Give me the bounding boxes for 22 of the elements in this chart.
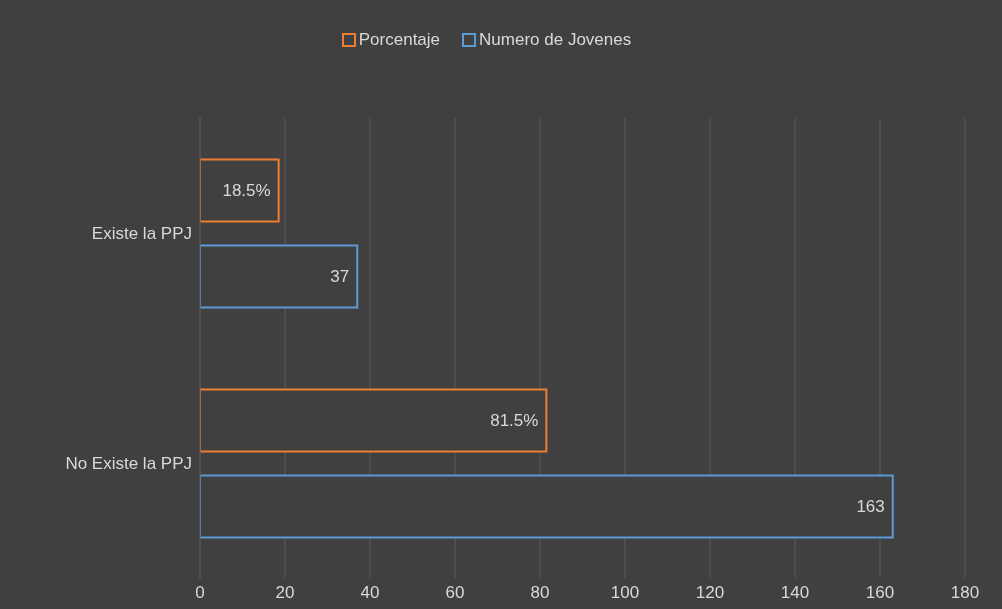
x-tick-label: 180	[950, 583, 980, 603]
bar	[200, 158, 280, 223]
data-label: 37	[330, 267, 350, 287]
bar	[200, 244, 359, 309]
data-label: 163	[856, 497, 885, 517]
x-tick-label: 0	[195, 583, 205, 603]
x-tick-label: 140	[780, 583, 810, 603]
x-tick-label: 60	[445, 583, 465, 603]
x-tick-label: 80	[530, 583, 550, 603]
data-label: 18.5%	[222, 181, 271, 201]
bar	[200, 388, 548, 453]
legend-label: Numero de Jovenes	[478, 30, 632, 50]
x-tick-label: 120	[695, 583, 725, 603]
bar	[200, 474, 894, 539]
x-tick-label: 40	[360, 583, 380, 603]
legend-label: Porcentaje	[357, 30, 441, 50]
x-tick-label: 100	[610, 583, 640, 603]
y-tick-label: No Existe la PPJ	[65, 454, 192, 474]
data-label: 81.5%	[490, 411, 539, 431]
x-tick-label: 20	[275, 583, 295, 603]
y-tick-label: Existe la PPJ	[91, 224, 192, 244]
x-tick-label: 160	[865, 583, 895, 603]
